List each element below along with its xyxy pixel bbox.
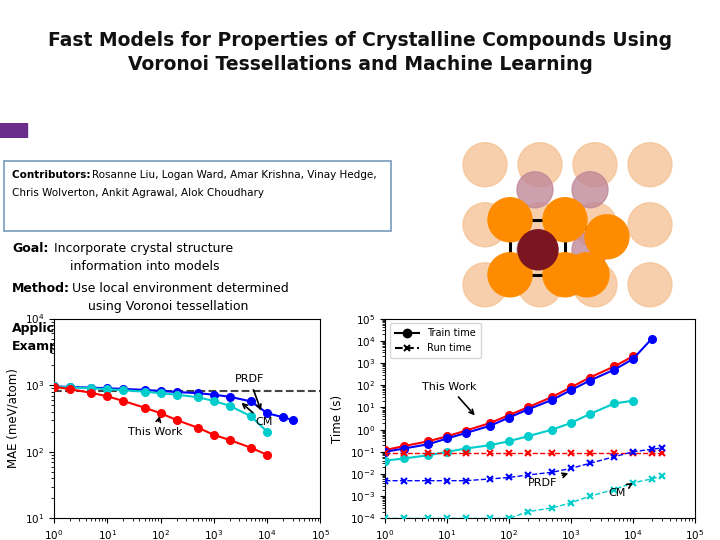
Bar [0,123,27,138]
Text: Example:: Example: [12,340,76,353]
Text: Chris Wolverton, Ankit Agrawal, Alok Choudhary: Chris Wolverton, Ankit Agrawal, Alok Cho… [12,188,264,198]
Circle shape [628,202,672,247]
Circle shape [585,215,629,259]
Text: using Voronoi tessellation: using Voronoi tessellation [72,300,248,313]
Circle shape [628,143,672,187]
Circle shape [518,230,558,270]
Circle shape [518,143,562,187]
Circle shape [517,232,553,268]
Text: This Work: This Work [128,417,183,437]
Text: Rosanne Liu, Logan Ward, Amar Krishna, Vinay Hedge,: Rosanne Liu, Logan Ward, Amar Krishna, V… [92,170,377,180]
Circle shape [463,263,507,307]
Text: Application:: Application: [12,322,96,335]
Circle shape [572,232,608,268]
Circle shape [543,198,587,242]
Text: Incorporate crystal structure: Incorporate crystal structure [54,242,233,255]
Text: Method:: Method: [12,282,70,295]
Text: Goal:: Goal: [12,242,48,255]
Circle shape [573,143,617,187]
Text: Use local environment determined: Use local environment determined [72,282,289,295]
Circle shape [628,263,672,307]
Circle shape [543,253,587,297]
Circle shape [488,198,532,242]
Text: Contributors:: Contributors: [12,170,94,180]
Circle shape [518,263,562,307]
Text: Fast Models for Properties of Crystalline Compounds Using
Voronoi Tessellations : Fast Models for Properties of Crystallin… [48,31,672,73]
Text: This Work: This Work [423,382,477,414]
Circle shape [572,172,608,208]
Y-axis label: Time (s): Time (s) [331,394,344,443]
FancyBboxPatch shape [4,161,391,231]
Y-axis label: MAE (meV/atom): MAE (meV/atom) [6,369,19,468]
Text: PRDF: PRDF [235,374,264,409]
Text: CM: CM [608,484,631,498]
Circle shape [565,253,609,297]
Text: Predicting formation energy: Predicting formation energy [75,340,250,353]
Circle shape [573,263,617,307]
Text: Replace / reduce DFT calculations: Replace / reduce DFT calculations [100,322,312,335]
Circle shape [518,202,562,247]
Circle shape [573,202,617,247]
Legend: Train time, Run time: Train time, Run time [390,323,481,358]
Circle shape [488,253,532,297]
Circle shape [463,202,507,247]
Text: information into models: information into models [54,260,220,273]
Circle shape [463,143,507,187]
Circle shape [517,172,553,208]
Text: CM: CM [243,404,273,427]
Text: PRDF: PRDF [528,473,567,488]
